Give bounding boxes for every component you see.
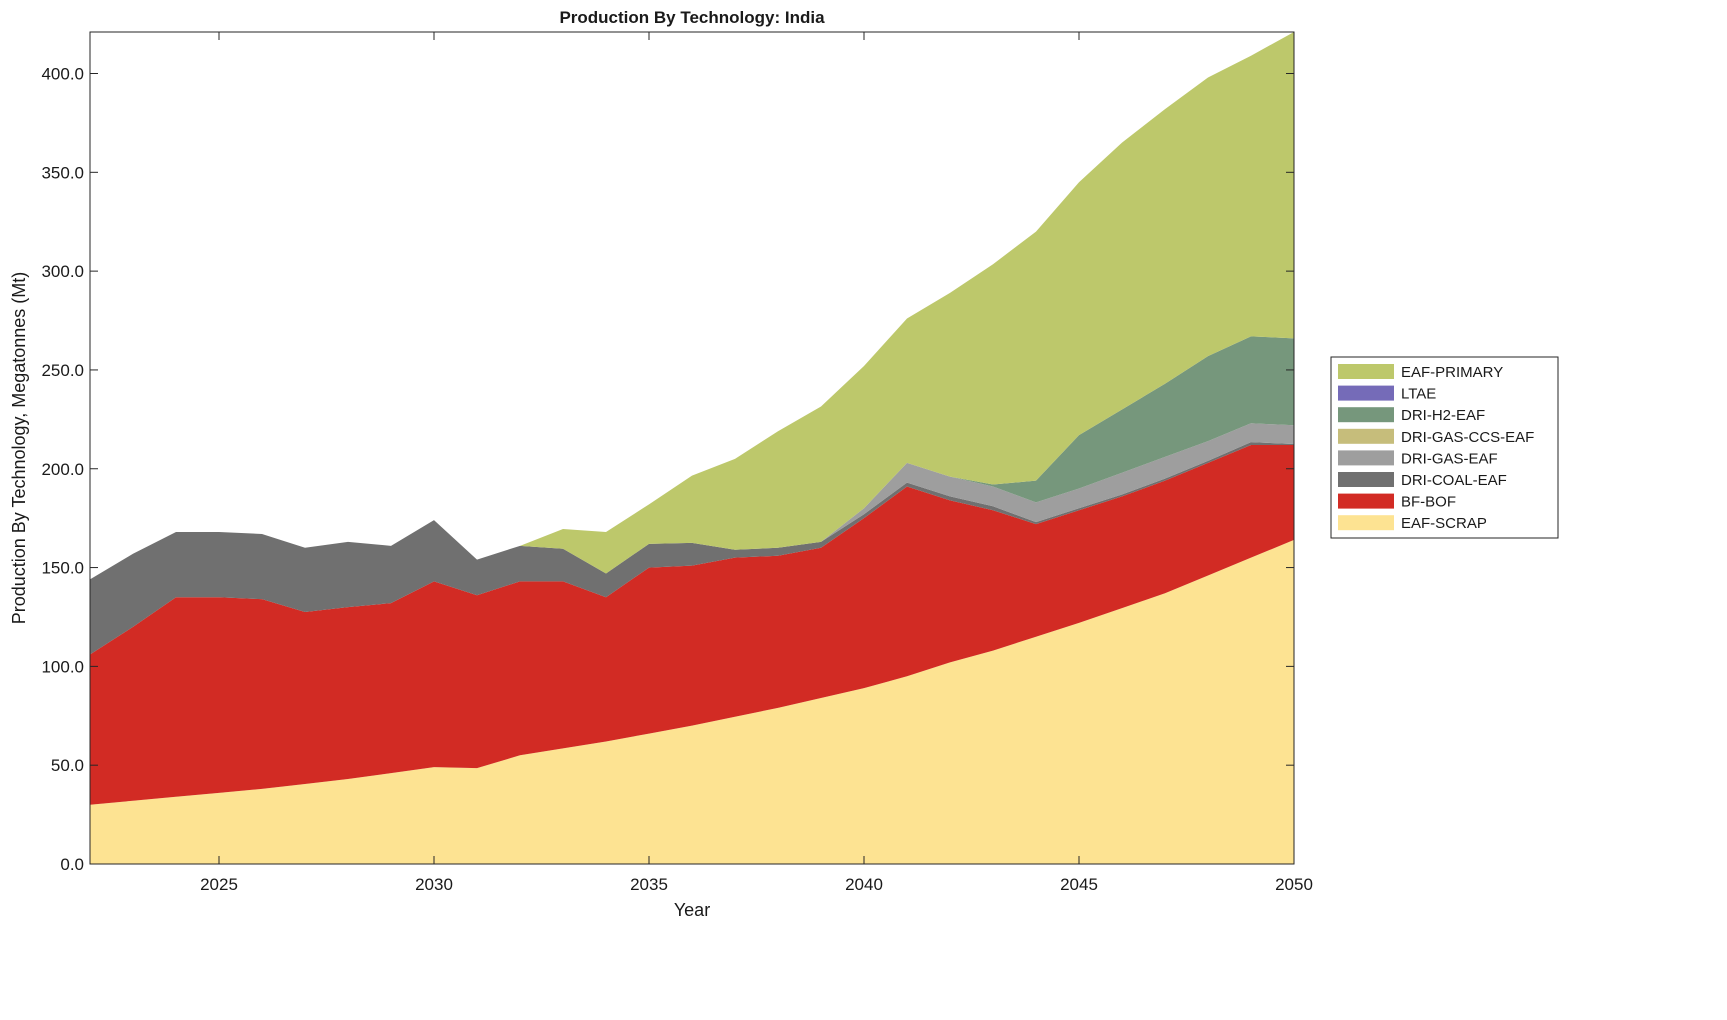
x-tick-label: 2035 — [630, 875, 668, 894]
area-dri-gas-eaf — [90, 423, 1294, 580]
legend-label-dri-coal-eaf: DRI-COAL-EAF — [1401, 472, 1507, 489]
legend-swatch-eaf-scrap — [1338, 515, 1394, 531]
legend-label-eaf-scrap: EAF-SCRAP — [1401, 515, 1487, 532]
area-eaf-scrap — [90, 539, 1294, 864]
legend: EAF-PRIMARY LTAE DRI-H2-EAF DRI-GAS-CCS-EAF… — [1330, 356, 1559, 539]
y-tick-label: 200.0 — [41, 460, 84, 479]
y-tick-label: 400.0 — [41, 65, 84, 84]
y-tick-label: 50.0 — [51, 756, 84, 775]
legend-swatch-dri-gas-ccs-eaf — [1338, 428, 1394, 444]
legend-swatch-dri-h2-eaf — [1338, 407, 1394, 423]
legend-label-dri-gas-ccs-eaf: DRI-GAS-CCS-EAF — [1401, 429, 1534, 446]
y-tick-label: 0.0 — [60, 855, 84, 874]
x-tick-label: 2040 — [845, 875, 883, 894]
legend-box — [1330, 356, 1559, 539]
y-tick-label: 350.0 — [41, 163, 84, 182]
y-axis-label: Production By Technology, Megatonnes (Mt… — [9, 272, 29, 625]
legend-swatch-bf-bof — [1338, 493, 1394, 509]
legend-swatch-dri-coal-eaf — [1338, 472, 1394, 487]
legend-label-dri-h2-eaf: DRI-H2-EAF — [1401, 407, 1485, 424]
legend-swatch-eaf-primary — [1338, 364, 1394, 379]
legend-swatch-dri-gas-eaf — [1338, 450, 1394, 466]
area-dri-coal-eaf — [90, 442, 1294, 655]
x-tick-label: 2050 — [1275, 875, 1313, 894]
legend-label-eaf-primary: EAF-PRIMARY — [1401, 364, 1503, 381]
x-tick-label: 2030 — [415, 875, 453, 894]
y-tick-label: 150.0 — [41, 559, 84, 578]
y-tick-label: 300.0 — [41, 262, 84, 281]
axes: 0.0 50.0 100.0 150.0 200.0 250.0 300.0 350.0 400… — [41, 31, 1313, 894]
y-tick-label: 100.0 — [41, 657, 84, 676]
area-layers — [90, 32, 1294, 864]
legend-swatch-ltae — [1338, 385, 1394, 401]
area-eaf-primary — [90, 32, 1294, 580]
y-tick-label: 250.0 — [41, 361, 84, 380]
chart-title: Production By Technology: India — [559, 8, 825, 27]
legend-label-dri-gas-eaf: DRI-GAS-EAF — [1401, 450, 1498, 467]
x-tick-label: 2025 — [200, 875, 238, 894]
legend-label-bf-bof: BF-BOF — [1401, 494, 1456, 511]
area-bf-bof — [90, 445, 1294, 805]
legend-label-ltae: LTAE — [1401, 386, 1436, 403]
x-axis-label: Year — [674, 900, 710, 920]
x-tick-label: 2045 — [1060, 875, 1098, 894]
plot-frame — [89, 31, 1295, 865]
